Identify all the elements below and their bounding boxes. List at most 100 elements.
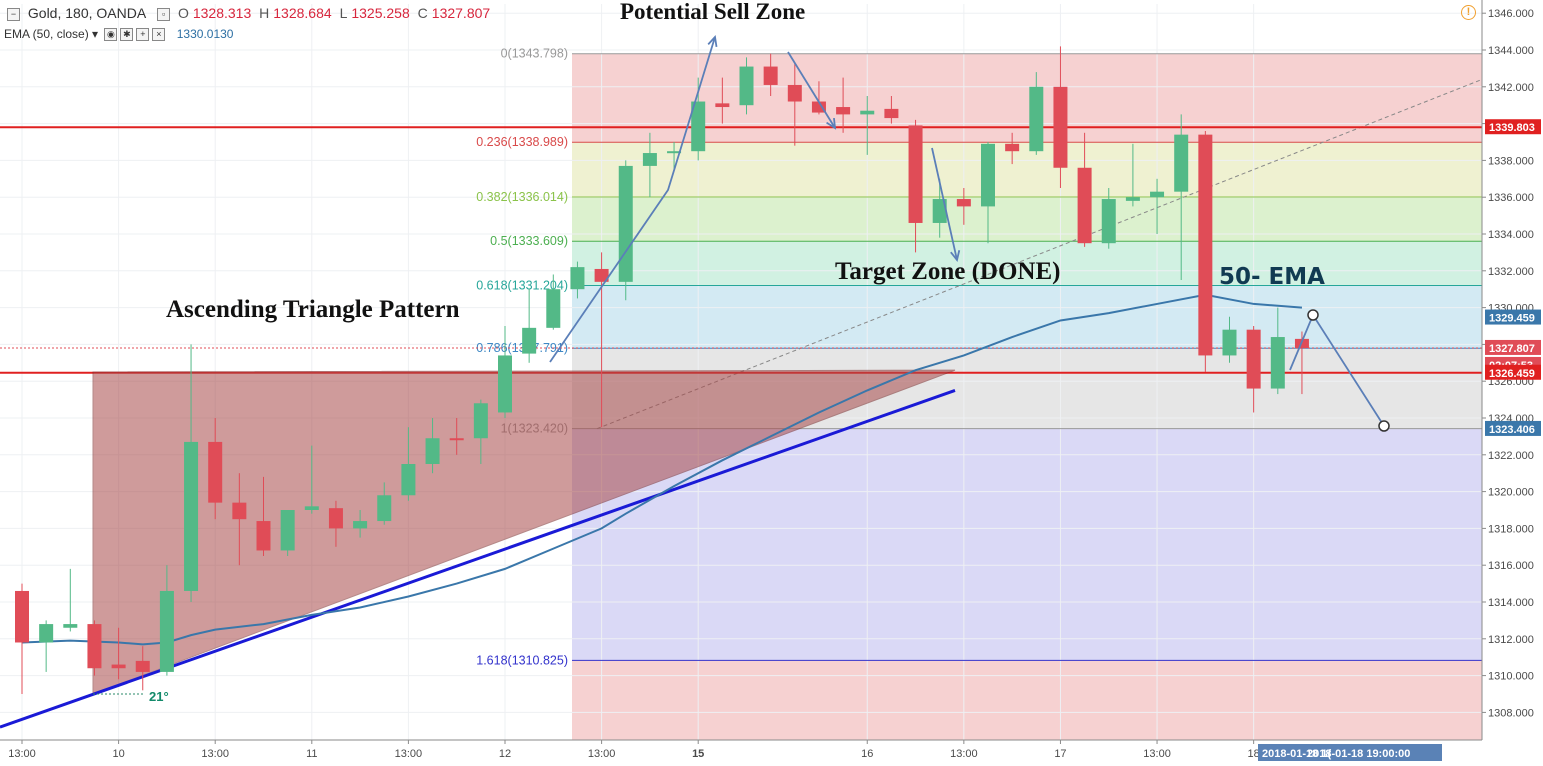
- sell-arrow-up: [549, 36, 716, 363]
- fib-label: 0.618(1331.204): [476, 278, 568, 292]
- y-tick-label: 1308.000: [1488, 707, 1534, 719]
- y-tick-label: 1338.000: [1488, 155, 1534, 167]
- y-tick-label: 1322.000: [1488, 450, 1534, 462]
- candle-bull: [1222, 329, 1237, 356]
- candle-bull: [570, 267, 585, 290]
- candle-bear: [111, 664, 126, 669]
- ema-legend: EMA (50, close) ▾ ◉ ✱ + × 1330.0130: [4, 27, 234, 42]
- ema50-line: [21, 293, 1303, 646]
- eye-icon[interactable]: ◉: [104, 28, 118, 42]
- fib-zone: [572, 660, 1482, 740]
- y-tick-label: 1310.000: [1488, 671, 1534, 683]
- candle-bear: [836, 107, 851, 115]
- candle-bear: [328, 508, 343, 529]
- candle-bull: [1174, 134, 1189, 192]
- y-tick-label: 1344.000: [1488, 45, 1534, 57]
- candle-bull: [691, 101, 706, 152]
- y-tick-label: 1320.000: [1488, 487, 1534, 499]
- alert-icon[interactable]: !: [1461, 5, 1476, 20]
- ohlc-legend: − Gold, 180, OANDA ▫ O 1328.313 H 1328.684…: [4, 5, 494, 21]
- x-tick-label: 16: [861, 748, 873, 760]
- x-tick-label: 17: [1054, 748, 1066, 760]
- candle-bear: [715, 103, 730, 108]
- price-label: 1339.803: [1489, 122, 1535, 134]
- candle-bull: [425, 438, 440, 464]
- annotation-50-ema: 50- EMA: [1219, 264, 1325, 290]
- candle-bull: [473, 403, 488, 439]
- settings-icon[interactable]: ▫: [157, 7, 171, 21]
- candle-bull: [304, 506, 319, 510]
- candle-bull: [1101, 199, 1116, 244]
- fib-zones: [572, 53, 1482, 740]
- candle-bear: [1005, 143, 1020, 152]
- time-badge-label: 2018-01-18 1(: [1262, 748, 1331, 760]
- price-label: 1326.459: [1489, 368, 1535, 380]
- sell-arrow-down-head: [826, 117, 837, 130]
- ema-line: [21, 293, 1303, 646]
- y-tick-label: 1334.000: [1488, 229, 1534, 241]
- fib-zone: [572, 428, 1482, 661]
- close-icon[interactable]: ×: [152, 28, 166, 42]
- candle-bear: [763, 66, 778, 85]
- candle-bear: [594, 268, 609, 282]
- ema-label[interactable]: EMA (50, close): [4, 27, 89, 41]
- fib-zone: [572, 196, 1482, 242]
- x-tick-label: 18: [1248, 748, 1260, 760]
- y-tick-label: 1346.000: [1488, 8, 1534, 20]
- open-label: O: [177, 5, 189, 21]
- target-arrow-head: [950, 250, 961, 263]
- projection-point: [1307, 309, 1319, 321]
- fib-label: 0.236(1338.989): [476, 135, 568, 149]
- candle-bear: [811, 101, 826, 113]
- x-tick-label: 11: [306, 748, 317, 760]
- candle-bull: [377, 495, 392, 522]
- fib-label: 0.382(1336.014): [476, 190, 568, 204]
- low-label: L: [339, 5, 348, 21]
- symbol-label[interactable]: Gold, 180, OANDA: [27, 5, 147, 21]
- candle-bull: [667, 151, 682, 154]
- y-tick-label: 1342.000: [1488, 82, 1534, 94]
- candle-bull: [642, 153, 657, 166]
- candle-bear: [1077, 167, 1092, 244]
- candle-bear: [135, 660, 150, 672]
- candle-bear: [956, 199, 971, 207]
- candles: [15, 46, 1309, 694]
- candle-bull: [353, 521, 368, 529]
- price-label-bg: [1485, 364, 1541, 380]
- plus-icon[interactable]: +: [136, 28, 150, 42]
- open-value: 1328.313: [192, 5, 252, 21]
- price-label-bg: [1485, 309, 1541, 325]
- candle-bear: [87, 624, 102, 669]
- sell-arrow-up-head: [707, 35, 718, 48]
- candle-bull: [860, 110, 875, 115]
- candle-bull: [498, 355, 512, 413]
- fib-label: 1.618(1310.825): [476, 653, 568, 667]
- candle-bear: [232, 502, 247, 520]
- gear-icon[interactable]: ✱: [120, 28, 134, 42]
- candle-bull: [39, 624, 54, 643]
- fib-zone: [572, 241, 1482, 286]
- collapse-icon[interactable]: −: [7, 7, 20, 21]
- candle-bull: [1270, 337, 1285, 389]
- y-tick-label: 1314.000: [1488, 597, 1534, 609]
- time-badge: [1258, 744, 1442, 761]
- fib-label: 0(1343.798): [501, 47, 568, 61]
- drawings: [549, 35, 1390, 432]
- candle-bear: [208, 441, 223, 503]
- candle-bull: [1029, 86, 1044, 152]
- candle-bull: [1125, 197, 1140, 201]
- fib-zone: [572, 53, 1482, 143]
- candle-bear: [1246, 329, 1261, 389]
- y-tick-label: 1336.000: [1488, 192, 1534, 204]
- price-label-bg: [1485, 119, 1541, 135]
- candle-bear: [449, 438, 464, 441]
- y-tick-label: 1316.000: [1488, 560, 1534, 572]
- fib-trendline: [596, 78, 1483, 430]
- candle-bull: [159, 590, 174, 672]
- candle-bull: [1150, 191, 1165, 198]
- price-label-bg: [1485, 339, 1541, 355]
- candle-bear: [1053, 86, 1068, 168]
- angle-label: 21°: [149, 689, 169, 704]
